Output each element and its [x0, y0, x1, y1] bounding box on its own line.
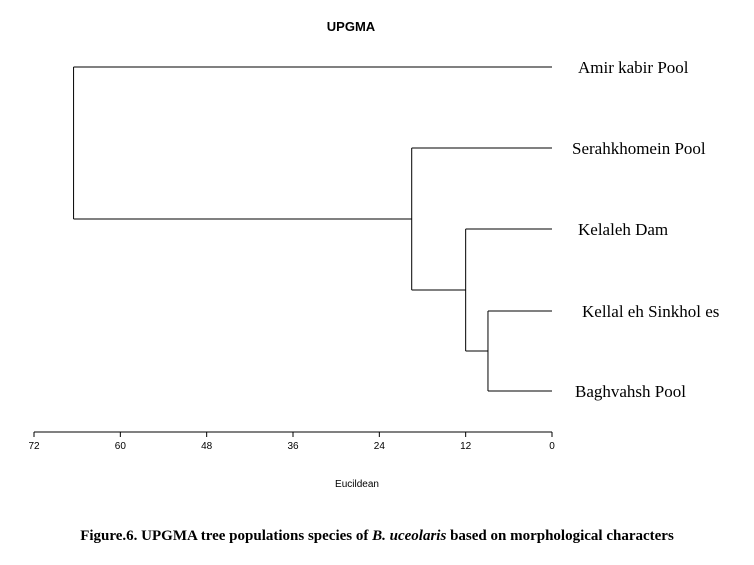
leaf-label: Amir kabir Pool: [578, 58, 689, 77]
x-tick-label: 60: [115, 441, 127, 452]
chart-title: UPGMA: [327, 19, 376, 34]
leaf-label: Baghvahsh Pool: [575, 382, 686, 401]
caption-prefix: Figure.6. UPGMA tree populations species…: [80, 528, 373, 544]
x-tick-label: 12: [460, 441, 472, 452]
leaf-labels: Amir kabir Pool Serahkhomein Pool Kelaleh …: [572, 58, 719, 401]
x-axis: 72 60 48 36 24 12 0: [28, 431, 555, 452]
x-tick-label: 24: [374, 441, 386, 452]
x-tick-label: 72: [28, 441, 40, 452]
x-tick-label: 0: [549, 441, 555, 452]
figure-caption: Figure.6. UPGMA tree populations species…: [0, 528, 754, 545]
dendrogram-chart: UPGMA Amir kabir Pool Serahkhomein Pool Ke…: [28, 19, 719, 490]
dendrogram-branches: [73, 66, 552, 392]
caption-species: B. uceolaris: [372, 528, 447, 544]
x-axis-label: Eucildean: [335, 479, 379, 490]
leaf-label: Kellal eh Sinkhol es: [582, 302, 719, 321]
leaf-label: Kelaleh Dam: [578, 220, 668, 239]
x-tick-label: 36: [287, 441, 299, 452]
x-tick-label: 48: [201, 441, 213, 452]
leaf-label: Serahkhomein Pool: [572, 139, 706, 158]
caption-suffix: based on morphological characters: [446, 528, 674, 544]
